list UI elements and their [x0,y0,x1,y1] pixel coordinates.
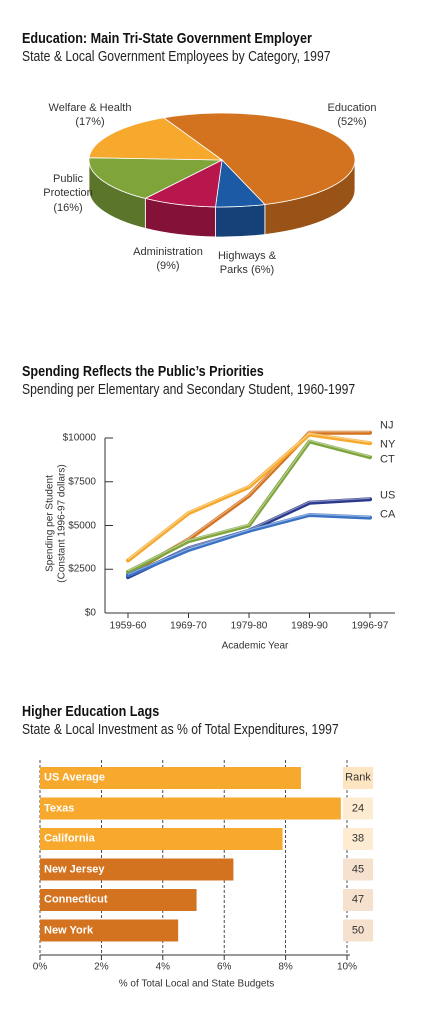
rank-header-cell [343,767,373,789]
rank-value: 45 [351,863,365,876]
series-name: NJ [380,419,394,432]
slice-name: Highways & Parks [217,250,277,277]
series-line [126,439,372,574]
slice-value-label: (6%) [250,264,275,277]
y-tick-label: $5000 [68,519,96,531]
rank-value: 47 [351,893,365,906]
series-highlight [127,439,371,572]
slice-name: Public Protection [43,173,93,200]
chart-subtitle: State & Local Government Employees by Ca… [22,49,331,65]
x-tick-label: 1959-60 [109,620,147,632]
x-tick-label: 1979-80 [230,620,268,632]
series-line [126,432,372,563]
y-tick-label: $7500 [68,476,96,487]
slice-value-label: (16%) [53,201,83,214]
slice-name: Administration [133,246,203,258]
bar-label: Connecticut [44,893,108,906]
slice-name: Welfare & Health [48,102,132,114]
series-name: US [380,489,396,502]
bar [40,858,234,881]
rank-cell [343,828,373,850]
slice-label: Administration (9%) [123,245,213,274]
bar [40,767,301,789]
rank-cell [343,858,373,881]
slice-value-label: (52%) [337,116,367,129]
slice-value-label: (9%) [156,260,180,273]
series-name: NY [380,438,396,451]
slice-name: Education [327,102,377,114]
rank-value: 50 [351,924,365,937]
chart-title: Spending Reflects the Public’s Prioritie… [22,363,264,380]
series-name: CA [380,508,396,521]
bar-label: New Jersey [44,863,105,876]
bar [40,919,179,942]
bar [40,828,283,850]
series-line [126,513,372,578]
x-tick-label: 2% [94,961,109,973]
bar-label: US Average [44,771,105,784]
bar [40,889,197,911]
bar-label: California [44,832,95,845]
rank-cell [343,797,373,820]
x-axis-label: % of Total Local and State Budgets [118,978,275,990]
x-tick-label: 10% [336,961,358,973]
series-line [126,497,372,580]
y-axis-label: Spending per Student (Constant 1996-97 d… [44,464,68,583]
slice-label: Education (52%) [307,101,397,130]
series-highlight [127,513,371,575]
rank-cell [343,889,373,911]
rank-value: 24 [351,802,365,815]
rank-cell [343,919,373,942]
chart-title: Education: Main Tri-State Government Emp… [22,30,312,47]
slice-label: Public Protection (16%) [36,172,100,215]
chart-title: Higher Education Lags [22,703,160,720]
slice [88,157,223,199]
y-tick-label: $10000 [62,432,96,444]
bar [40,797,341,820]
x-tick-label: 4% [155,961,171,973]
slice-label: Highways & Parks (6%) [215,249,279,278]
slice-value-label: (17%) [75,116,105,129]
chart-subtitle: Spending per Elementary and Secondary St… [22,382,356,398]
series-highlight [127,497,371,577]
bar-label: New York [44,924,94,937]
bar-label: Texas [44,802,75,815]
chart-subtitle: State & Local Investment as % of Total E… [22,722,339,738]
x-tick-label: 1989-90 [291,620,328,632]
slice-side [215,204,266,238]
series-name: CT [380,453,395,466]
x-tick-label: 1969-70 [170,620,207,632]
series-highlight [127,432,371,560]
rank-header: Rank [345,771,371,784]
x-axis-label: Academic Year [221,640,289,652]
x-tick-label: 8% [278,961,293,973]
rank-value: 38 [351,832,365,845]
slice-label: Welfare & Health (17%) [35,101,145,130]
y-tick-label: $0 [84,607,96,619]
slice [162,112,356,205]
x-tick-label: 0% [32,961,48,973]
slice [88,117,224,161]
x-tick-label: 1996-97 [351,620,389,632]
y-tick-label: $2500 [68,563,96,575]
x-tick-label: 6% [216,961,232,973]
